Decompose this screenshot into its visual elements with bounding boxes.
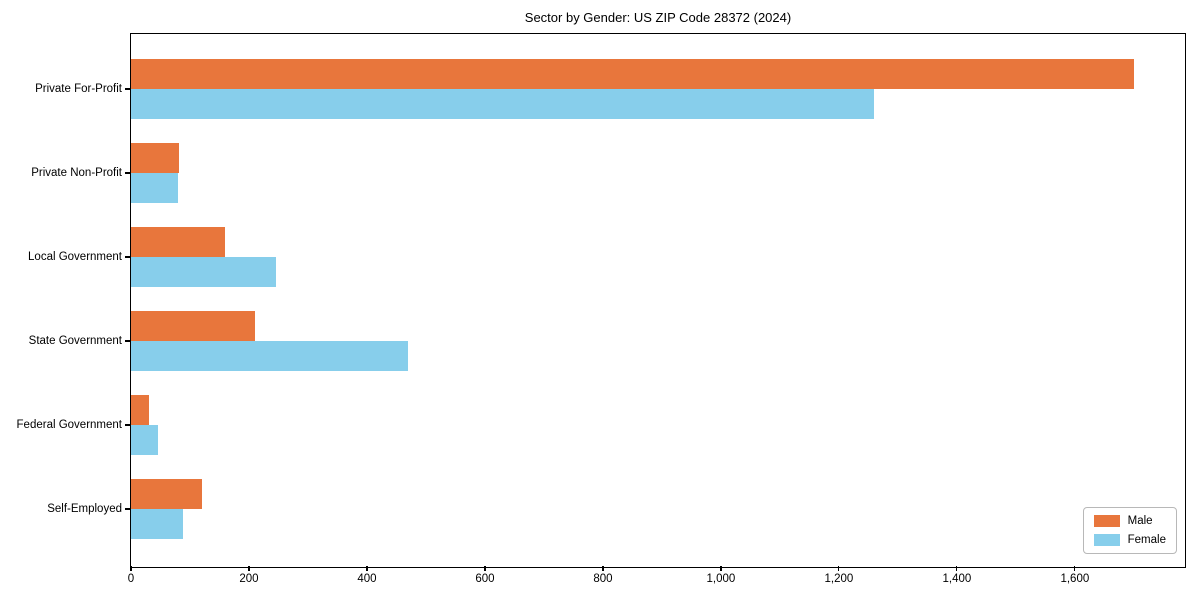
legend-entry-male: Male (1093, 515, 1166, 527)
x-axis-tick (366, 566, 368, 571)
x-tick-label-0: 0 (127, 573, 135, 585)
y-tick-label-private-non-profit: Private Non-Profit (31, 167, 122, 179)
bar-female-private-for-profit (131, 89, 875, 119)
y-tick-label-self-employed: Self-Employed (47, 503, 122, 515)
legend-entry-female: Female (1093, 534, 1166, 546)
chart-title: Sector by Gender: US ZIP Code 28372 (202… (524, 10, 792, 25)
x-axis-tick (838, 566, 840, 571)
x-tick-label-400: 400 (357, 573, 377, 585)
y-axis-tick (125, 340, 130, 342)
plot-area: Private For-Profit Private Non-Profit Loca… (17, 33, 1186, 585)
bar-female-self-employed (131, 509, 183, 539)
y-axis-tick (125, 88, 130, 90)
y-axis-tick (125, 256, 130, 258)
x-axis-tick (956, 566, 958, 571)
y-axis-tick (125, 424, 130, 426)
x-tick-label-1000: 1,000 (706, 573, 736, 585)
legend-swatch-female (1093, 534, 1120, 546)
bar-male-federal-government (131, 395, 149, 425)
y-tick-label-federal-government: Federal Government (16, 419, 122, 431)
legend-label-male: Male (1127, 515, 1153, 527)
x-axis-tick (130, 566, 132, 571)
x-tick-label-1200: 1,200 (824, 573, 854, 585)
x-axis-tick (484, 566, 486, 571)
x-tick-label-800: 800 (593, 573, 613, 585)
bar-female-federal-government (131, 425, 158, 455)
bar-male-self-employed (131, 479, 202, 509)
x-axis-tick (602, 566, 604, 571)
bar-male-private-non-profit (131, 143, 180, 173)
legend-label-female: Female (1127, 534, 1166, 546)
x-axis-tick (1074, 566, 1076, 571)
x-tick-label-200: 200 (239, 573, 259, 585)
bar-male-local-government (131, 227, 226, 257)
x-tick-label-1400: 1,400 (942, 573, 972, 585)
y-tick-label-local-government: Local Government (28, 251, 122, 263)
y-axis-tick (125, 508, 130, 510)
legend-swatch-male (1093, 515, 1120, 527)
x-axis-tick (720, 566, 722, 571)
x-tick-label-600: 600 (475, 573, 495, 585)
bar-female-state-government (131, 341, 409, 371)
bar-female-local-government (131, 257, 276, 287)
bar-male-private-for-profit (131, 59, 1134, 89)
y-tick-label-private-for-profit: Private For-Profit (35, 83, 122, 95)
bar-male-state-government (131, 311, 255, 341)
y-tick-label-state-government: State Government (28, 335, 122, 347)
x-axis-tick (248, 566, 250, 571)
x-tick-label-1600: 1,600 (1060, 573, 1090, 585)
legend: Male Female (1082, 507, 1177, 554)
bar-female-private-non-profit (131, 173, 179, 203)
y-axis-tick (125, 172, 130, 174)
